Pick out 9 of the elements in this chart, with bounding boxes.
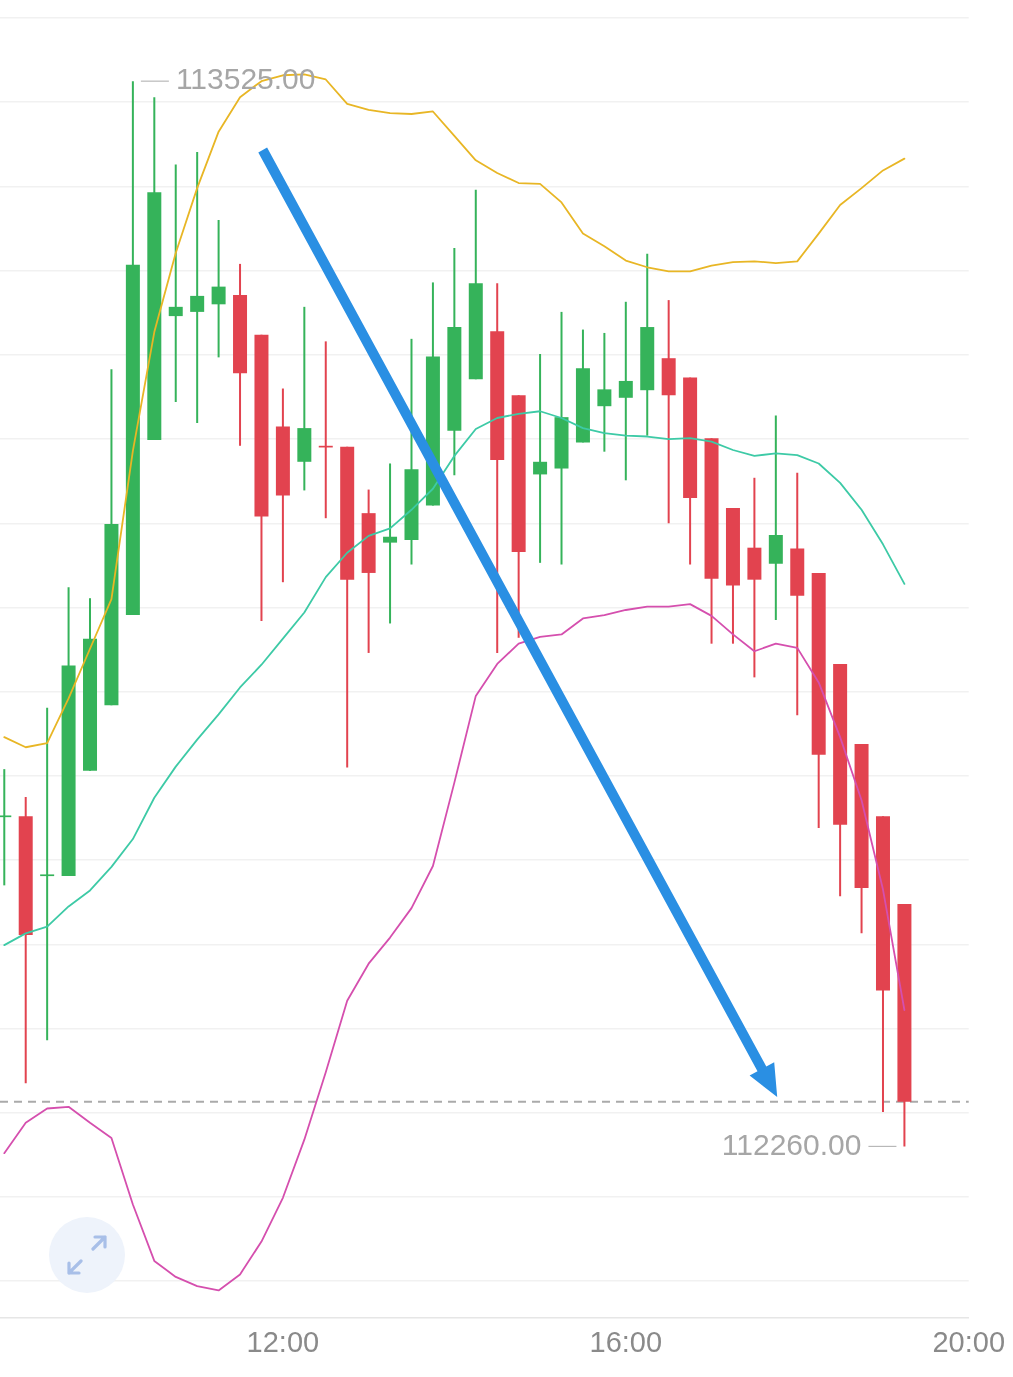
- candlestick: [168, 164, 183, 402]
- x-tick-label: 20:00: [932, 1325, 1005, 1358]
- candlestick: [190, 151, 205, 424]
- candlestick: [533, 354, 548, 563]
- x-tick-label: 12:00: [246, 1325, 320, 1358]
- annotation: 112260.00: [721, 1127, 862, 1161]
- x-tick-label: 16:00: [589, 1325, 663, 1358]
- candlestick: [40, 707, 55, 1041]
- candlestick: [383, 463, 398, 624]
